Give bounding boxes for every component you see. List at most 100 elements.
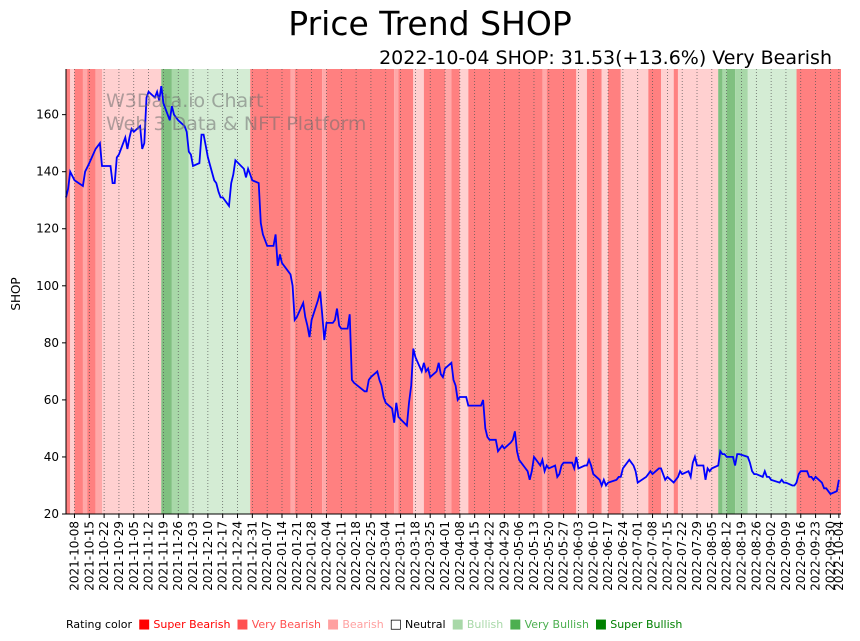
- x-tick-label: 2021-12-31: [245, 521, 259, 591]
- x-tick-label: 2022-03-25: [423, 521, 437, 591]
- legend-label: Neutral: [404, 618, 446, 631]
- rating-band: [394, 69, 399, 514]
- x-tick-label: 2022-01-21: [290, 521, 304, 591]
- x-tick-label: 2021-11-12: [142, 521, 156, 591]
- x-tick-label: 2022-03-18: [408, 521, 422, 591]
- x-tick-label: 2022-06-17: [601, 521, 615, 591]
- rating-band: [70, 69, 75, 514]
- rating-band: [95, 69, 102, 514]
- legend-label: Very Bullish: [524, 618, 589, 631]
- y-tick-label: 80: [44, 336, 59, 350]
- legend-item: ■ Very Bullish: [509, 617, 589, 632]
- chart-subtitle: 2022-10-04 SHOP: 31.53(+13.6%) Very Bear…: [379, 47, 832, 69]
- x-tick-label: 2022-05-27: [557, 521, 571, 591]
- rating-band: [546, 69, 577, 514]
- legend-item: ■ Super Bearish: [138, 617, 230, 632]
- x-tick-label: 2022-05-13: [527, 521, 541, 591]
- rating-band: [250, 69, 291, 514]
- vertical-gridlines: [74, 69, 840, 514]
- x-tick-label: 2021-10-15: [82, 521, 96, 591]
- x-tick-label: 2022-01-07: [260, 521, 274, 591]
- rating-band: [542, 69, 547, 514]
- rating-band: [648, 69, 662, 514]
- x-tick-label: 2022-04-08: [453, 521, 467, 591]
- x-tick-label: 2021-11-26: [171, 521, 185, 591]
- x-tick-label: 2021-12-03: [186, 521, 200, 591]
- legend-swatch: ■: [451, 617, 464, 632]
- x-tick-label: 2022-08-05: [705, 521, 719, 591]
- x-tick-label: 2022-05-20: [542, 521, 556, 591]
- x-tick-label: 2022-07-29: [690, 521, 704, 591]
- legend-item: ■ Bullish: [452, 617, 504, 632]
- x-tick-label: 2022-07-22: [675, 521, 689, 591]
- rating-band: [326, 69, 395, 514]
- rating-band: [747, 69, 797, 514]
- rating-band: [161, 69, 172, 514]
- rating-band: [718, 69, 723, 514]
- price-line: [65, 85, 840, 496]
- x-tick-label: 2022-03-04: [379, 521, 393, 591]
- legend-title: Rating color: [66, 618, 133, 631]
- rating-band: [459, 69, 469, 514]
- rating-band: [601, 69, 609, 514]
- x-tick-label: 2022-10-04: [832, 521, 846, 591]
- rating-band: [87, 69, 96, 514]
- x-tick-label: 2022-08-26: [749, 521, 763, 591]
- y-tick-label: 20: [44, 507, 59, 521]
- rating-band: [608, 69, 621, 514]
- y-axis-ticks: 20 40 60 80 100 120 140 160: [36, 108, 66, 521]
- x-tick-label: 2021-11-05: [127, 521, 141, 591]
- rating-band: [171, 69, 189, 514]
- y-tick-label: 140: [36, 165, 59, 179]
- x-tick-label: 2022-07-15: [660, 521, 674, 591]
- x-tick-label: 2022-04-01: [438, 521, 452, 591]
- y-axis-label: SHOP: [9, 277, 23, 310]
- legend-swatch: □: [389, 617, 402, 632]
- rating-band: [322, 69, 327, 514]
- rating-band: [74, 69, 83, 514]
- y-tick-label: 40: [44, 450, 59, 464]
- rating-band: [82, 69, 88, 514]
- rating-band: [796, 69, 841, 514]
- chart-title: Price Trend SHOP: [288, 4, 572, 43]
- rating-band: [722, 69, 727, 514]
- legend-swatch: ■: [236, 617, 249, 632]
- x-tick-label: 2022-02-18: [349, 521, 363, 591]
- x-tick-label: 2022-04-22: [482, 521, 496, 591]
- rating-band: [677, 69, 719, 514]
- x-tick-label: 2022-08-12: [720, 521, 734, 591]
- rating-bands: [66, 69, 841, 514]
- x-tick-label: 2021-12-10: [201, 521, 215, 591]
- rating-band: [576, 69, 587, 514]
- x-tick-label: 2021-10-08: [67, 521, 81, 591]
- rating-band: [445, 69, 452, 514]
- legend-swatch: ■: [138, 617, 151, 632]
- rating-band: [101, 69, 162, 514]
- x-axis-ticks: 2021-10-08 2021-10-15 2021-10-22 2021-10-29…: [67, 514, 846, 591]
- y-tick-label: 160: [36, 108, 59, 122]
- x-tick-label: 2022-02-11: [334, 521, 348, 591]
- rating-band: [423, 69, 446, 514]
- x-tick-label: 2021-12-17: [216, 521, 230, 591]
- x-tick-label: 2022-07-08: [646, 521, 660, 591]
- watermark-line-1: W3Data.io Chart: [106, 90, 264, 112]
- legend-item: □ Neutral: [390, 617, 446, 632]
- x-tick-label: 2021-10-22: [97, 521, 111, 591]
- x-tick-label: 2022-02-25: [364, 521, 378, 591]
- x-tick-label: 2022-04-15: [468, 521, 482, 591]
- x-tick-label: 2022-05-06: [512, 521, 526, 591]
- y-tick-label: 120: [36, 222, 59, 236]
- x-tick-label: 2022-06-24: [616, 521, 630, 591]
- legend-label: Very Bearish: [251, 618, 322, 631]
- y-tick-label: 100: [36, 279, 59, 293]
- legend-label: Bullish: [466, 618, 504, 631]
- x-tick-label: 2022-01-28: [305, 521, 319, 591]
- x-tick-label: 2022-03-11: [394, 521, 408, 591]
- y-tick-label: 60: [44, 393, 59, 407]
- x-tick-label: 2022-07-01: [631, 521, 645, 591]
- x-tick-label: 2022-06-03: [571, 521, 585, 591]
- x-tick-label: 2022-04-29: [497, 521, 511, 591]
- x-tick-label: 2022-08-19: [734, 521, 748, 591]
- legend-swatch: ■: [594, 617, 608, 632]
